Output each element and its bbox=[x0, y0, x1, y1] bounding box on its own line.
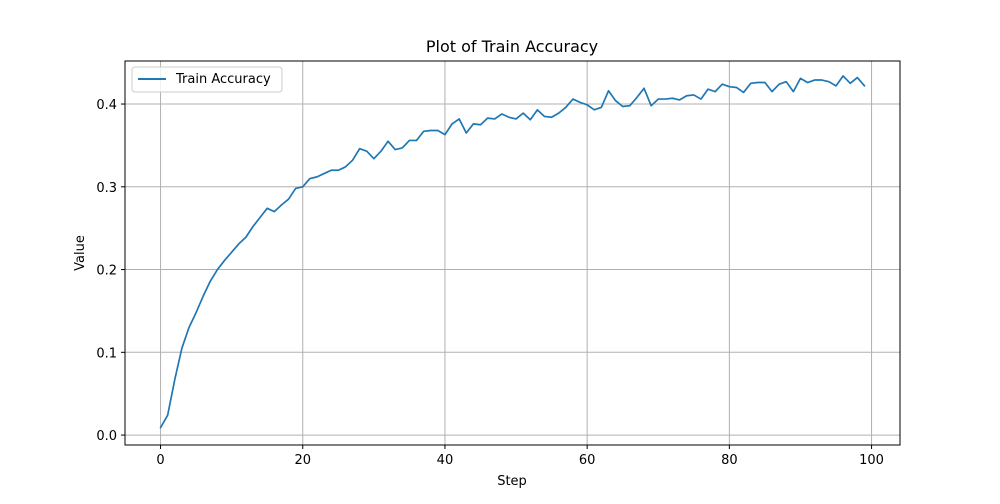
y-axis: 0.0 0.1 0.2 0.3 0.4 bbox=[96, 98, 125, 444]
legend-label-train-accuracy: Train Accuracy bbox=[175, 72, 271, 87]
series-layer bbox=[159, 75, 866, 429]
y-axis-label: Value bbox=[73, 235, 88, 271]
legend: Train Accuracy bbox=[131, 66, 283, 93]
series-line-train-accuracy bbox=[159, 75, 866, 429]
y-tick-label: 0.0 bbox=[96, 429, 117, 444]
x-tick-label: 20 bbox=[294, 453, 311, 468]
chart-title: Plot of Train Accuracy bbox=[426, 37, 598, 56]
plot-frame bbox=[124, 60, 901, 446]
y-tick-label: 0.4 bbox=[96, 98, 117, 113]
x-axis-label: Step bbox=[497, 474, 527, 489]
y-tick-label: 0.1 bbox=[96, 346, 117, 361]
legend-box bbox=[131, 66, 283, 93]
x-tick-label: 40 bbox=[437, 453, 454, 468]
y-tick-label: 0.2 bbox=[96, 264, 117, 279]
x-axis: 0 20 40 60 80 100 bbox=[156, 445, 884, 468]
x-tick-label: 60 bbox=[579, 453, 596, 468]
x-tick-label: 100 bbox=[859, 453, 884, 468]
x-tick-label: 0 bbox=[156, 453, 164, 468]
y-tick-label: 0.3 bbox=[96, 181, 117, 196]
x-tick-label: 80 bbox=[721, 453, 738, 468]
grid bbox=[125, 61, 900, 445]
